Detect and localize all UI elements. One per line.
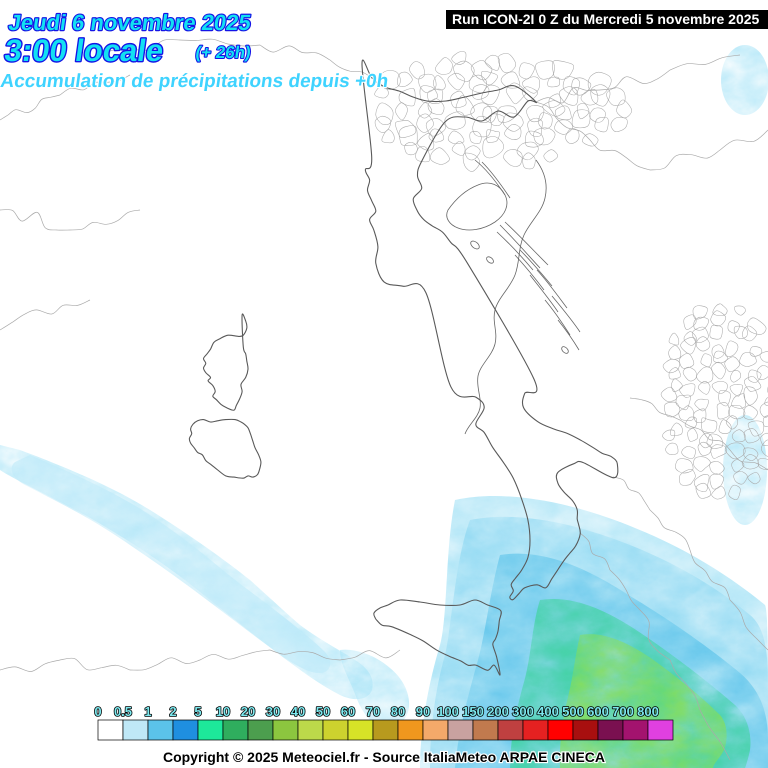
svg-text:50: 50 [316,704,330,719]
svg-text:(+ 26h): (+ 26h) [194,43,252,62]
svg-text:2: 2 [169,704,176,719]
svg-text:Accumulation de précipitations: Accumulation de précipitations depuis +0… [0,71,390,92]
svg-text:0.5: 0.5 [114,704,132,719]
svg-text:Run ICON-2I 0 Z du Mercredi 5: Run ICON-2I 0 Z du Mercredi 5 novembre 2… [452,11,760,27]
svg-text:200: 200 [487,704,509,719]
svg-text:700: 700 [612,704,634,719]
svg-text:600: 600 [587,704,609,719]
svg-text:Copyright © 2025 Meteociel.fr: Copyright © 2025 Meteociel.fr - Source I… [163,749,605,765]
svg-text:20: 20 [241,704,255,719]
svg-text:150: 150 [462,704,484,719]
svg-text:100: 100 [437,704,459,719]
svg-text:1: 1 [144,704,151,719]
svg-text:0: 0 [94,704,101,719]
svg-text:400: 400 [537,704,559,719]
svg-text:3:00 locale: 3:00 locale [2,33,165,68]
svg-text:80: 80 [391,704,405,719]
svg-text:10: 10 [216,704,230,719]
svg-text:500: 500 [562,704,584,719]
svg-text:60: 60 [341,704,355,719]
svg-text:30: 30 [266,704,280,719]
svg-text:300: 300 [512,704,534,719]
svg-text:800: 800 [637,704,659,719]
svg-text:5: 5 [194,704,201,719]
svg-text:70: 70 [366,704,380,719]
svg-text:90: 90 [416,704,430,719]
svg-text:40: 40 [291,704,305,719]
svg-text:Jeudi 6 novembre 2025: Jeudi 6 novembre 2025 [7,10,252,35]
